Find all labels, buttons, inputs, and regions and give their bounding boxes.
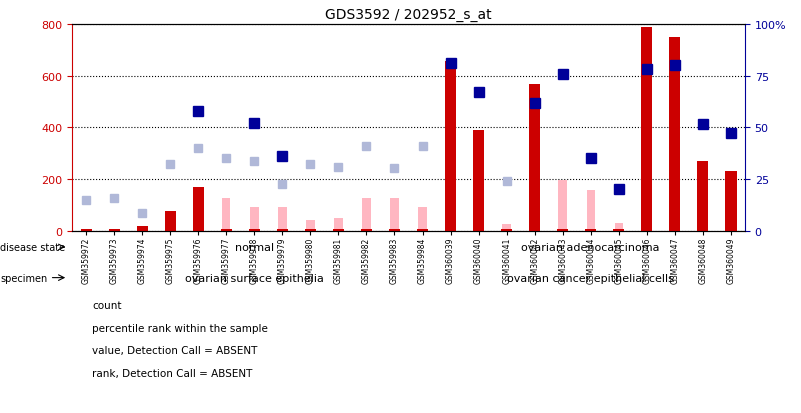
Bar	[502, 224, 511, 231]
Bar	[501, 229, 512, 231]
Text: ovarian surface epithelia: ovarian surface epithelia	[185, 273, 324, 283]
Text: disease state: disease state	[0, 242, 65, 252]
Text: percentile rank within the sample: percentile rank within the sample	[92, 323, 268, 333]
Text: normal: normal	[235, 242, 274, 252]
Text: value, Detection Call = ABSENT: value, Detection Call = ABSENT	[92, 346, 257, 356]
Bar	[136, 227, 147, 231]
Bar	[558, 180, 567, 231]
Bar	[614, 223, 623, 231]
Bar	[276, 229, 288, 231]
Bar	[418, 207, 427, 231]
Title: GDS3592 / 202952_s_at: GDS3592 / 202952_s_at	[325, 8, 492, 22]
Bar	[192, 188, 203, 231]
Bar	[669, 38, 680, 231]
Bar	[110, 229, 119, 231]
Bar	[557, 229, 568, 231]
Text: count: count	[92, 300, 122, 310]
Bar	[332, 229, 344, 231]
Bar	[278, 207, 287, 231]
Text: specimen: specimen	[0, 273, 47, 283]
Bar	[725, 171, 736, 231]
Bar	[445, 62, 456, 231]
Bar	[473, 131, 484, 231]
Bar	[641, 28, 652, 231]
Bar	[362, 198, 371, 231]
Text: rank, Detection Call = ABSENT: rank, Detection Call = ABSENT	[92, 368, 252, 378]
Bar	[82, 229, 91, 231]
Bar	[530, 167, 539, 231]
Text: ovarian cancer epithelial cells: ovarian cancer epithelial cells	[507, 273, 674, 283]
Bar	[360, 229, 372, 231]
Bar	[613, 229, 624, 231]
Bar	[334, 219, 343, 231]
Bar	[166, 229, 175, 231]
Bar	[250, 207, 259, 231]
Text: ovarian adenocarcinoma: ovarian adenocarcinoma	[521, 242, 660, 252]
Bar	[248, 229, 260, 231]
Bar	[529, 85, 540, 231]
Bar	[390, 198, 399, 231]
Bar	[585, 229, 596, 231]
Bar	[697, 162, 708, 231]
Bar	[304, 229, 316, 231]
Bar	[194, 198, 203, 231]
Bar	[417, 229, 428, 231]
Bar	[80, 229, 91, 231]
Bar	[306, 221, 315, 231]
Bar	[222, 198, 231, 231]
Bar	[138, 227, 147, 231]
Bar	[109, 229, 120, 231]
Bar	[388, 229, 400, 231]
Bar	[164, 212, 175, 231]
Bar	[586, 190, 595, 231]
Bar	[220, 229, 231, 231]
